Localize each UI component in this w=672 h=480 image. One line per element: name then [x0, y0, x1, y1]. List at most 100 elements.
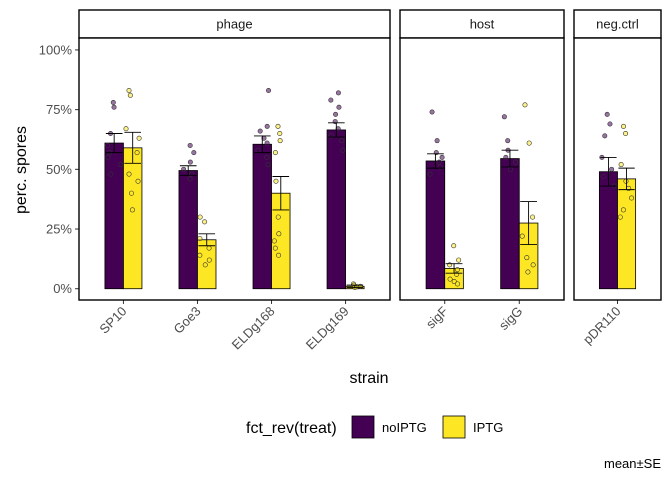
data-point — [264, 140, 270, 146]
data-point — [126, 171, 132, 177]
x-tick-label: ELDg168 — [229, 304, 278, 353]
panel-border — [399, 37, 565, 301]
data-point — [525, 269, 531, 275]
data-point — [202, 219, 208, 225]
data-point — [275, 214, 281, 220]
data-point — [503, 154, 509, 160]
data-point — [328, 97, 334, 103]
bar-pDR110-noIPTG — [598, 171, 618, 290]
data-point — [427, 171, 433, 177]
data-point — [265, 162, 271, 168]
data-point — [126, 88, 132, 94]
y-axis-title: perc. spores — [13, 126, 30, 214]
data-point — [187, 159, 193, 165]
data-point — [273, 178, 279, 184]
facet-strip — [78, 9, 391, 39]
x-tick-label: pDR110 — [580, 304, 624, 348]
data-point — [454, 281, 460, 287]
data-point — [135, 178, 141, 184]
data-point — [530, 262, 536, 268]
data-point — [255, 147, 261, 153]
data-point — [264, 123, 270, 129]
data-point — [607, 121, 613, 127]
data-point — [110, 99, 116, 105]
data-point — [272, 150, 278, 156]
data-point — [105, 154, 111, 160]
data-point — [436, 159, 442, 165]
bar-Goe3-noIPTG — [178, 170, 198, 290]
data-point — [333, 111, 339, 117]
data-point — [339, 138, 345, 144]
data-point — [434, 138, 440, 144]
facet-strip-label: host — [470, 17, 495, 32]
data-point — [501, 114, 507, 120]
data-point — [276, 252, 282, 258]
data-point — [108, 171, 114, 177]
data-point — [620, 207, 626, 213]
data-point — [111, 104, 117, 110]
y-tick-label: 25% — [46, 222, 72, 237]
data-point — [439, 154, 445, 160]
data-point — [456, 257, 462, 263]
data-point — [264, 154, 270, 160]
data-point — [623, 178, 629, 184]
data-point — [187, 176, 193, 182]
data-point — [118, 162, 124, 168]
panel-border — [573, 37, 662, 301]
data-point — [340, 147, 346, 153]
data-point — [451, 279, 457, 285]
bar-ELDg169-noIPTG — [326, 129, 346, 290]
data-point — [524, 255, 530, 261]
data-point — [451, 243, 457, 249]
data-point — [621, 123, 627, 129]
caption: mean±SE — [604, 456, 661, 471]
y-tick-label: 50% — [46, 162, 72, 177]
data-point — [522, 102, 528, 108]
data-point — [257, 128, 263, 134]
bar-sigF-noIPTG — [425, 160, 446, 290]
data-point — [519, 233, 525, 239]
panel-background — [400, 38, 564, 300]
legend-title: fct_rev(treat) — [246, 420, 337, 437]
y-tick-label: 75% — [46, 102, 72, 117]
x-axis-title: strain — [349, 370, 388, 387]
data-point — [513, 159, 519, 165]
data-point — [197, 252, 203, 258]
data-point — [202, 262, 208, 268]
data-point — [134, 150, 140, 156]
data-point — [187, 142, 193, 148]
data-point — [105, 142, 111, 148]
facet-strip-label: phage — [216, 17, 252, 32]
data-point — [604, 111, 610, 117]
facet-host: host sigF sigG — [399, 9, 565, 334]
data-point — [526, 140, 532, 146]
y-tick-label: 100% — [39, 42, 73, 57]
data-point — [447, 276, 453, 282]
legend-key-noiptg — [351, 415, 375, 439]
legend-label: noIPTG — [382, 420, 427, 435]
data-point — [336, 104, 342, 110]
x-tick-label: Goe3 — [170, 304, 203, 337]
data-point — [129, 207, 135, 213]
legend: fct_rev(treat) noIPTG IPTG — [246, 415, 503, 439]
data-point — [191, 150, 197, 156]
x-tick-label: sigG — [496, 304, 526, 334]
data-point — [181, 166, 187, 172]
data-point — [271, 238, 277, 244]
data-point — [266, 88, 272, 94]
data-point — [629, 195, 635, 201]
facet-strip-label: neg.ctrl — [596, 17, 639, 32]
data-point — [272, 245, 278, 251]
data-point — [617, 214, 623, 220]
y-axis: 0% 25% 50% 75% 100% — [39, 42, 79, 296]
data-point — [335, 90, 341, 96]
data-point — [505, 138, 511, 144]
data-point — [206, 257, 212, 263]
data-point — [123, 126, 129, 132]
data-point — [128, 190, 134, 196]
bar-pDR110-IPTG — [617, 178, 637, 290]
data-point — [136, 135, 142, 141]
bar-SP10-IPTG — [123, 147, 143, 290]
data-point — [600, 173, 606, 179]
